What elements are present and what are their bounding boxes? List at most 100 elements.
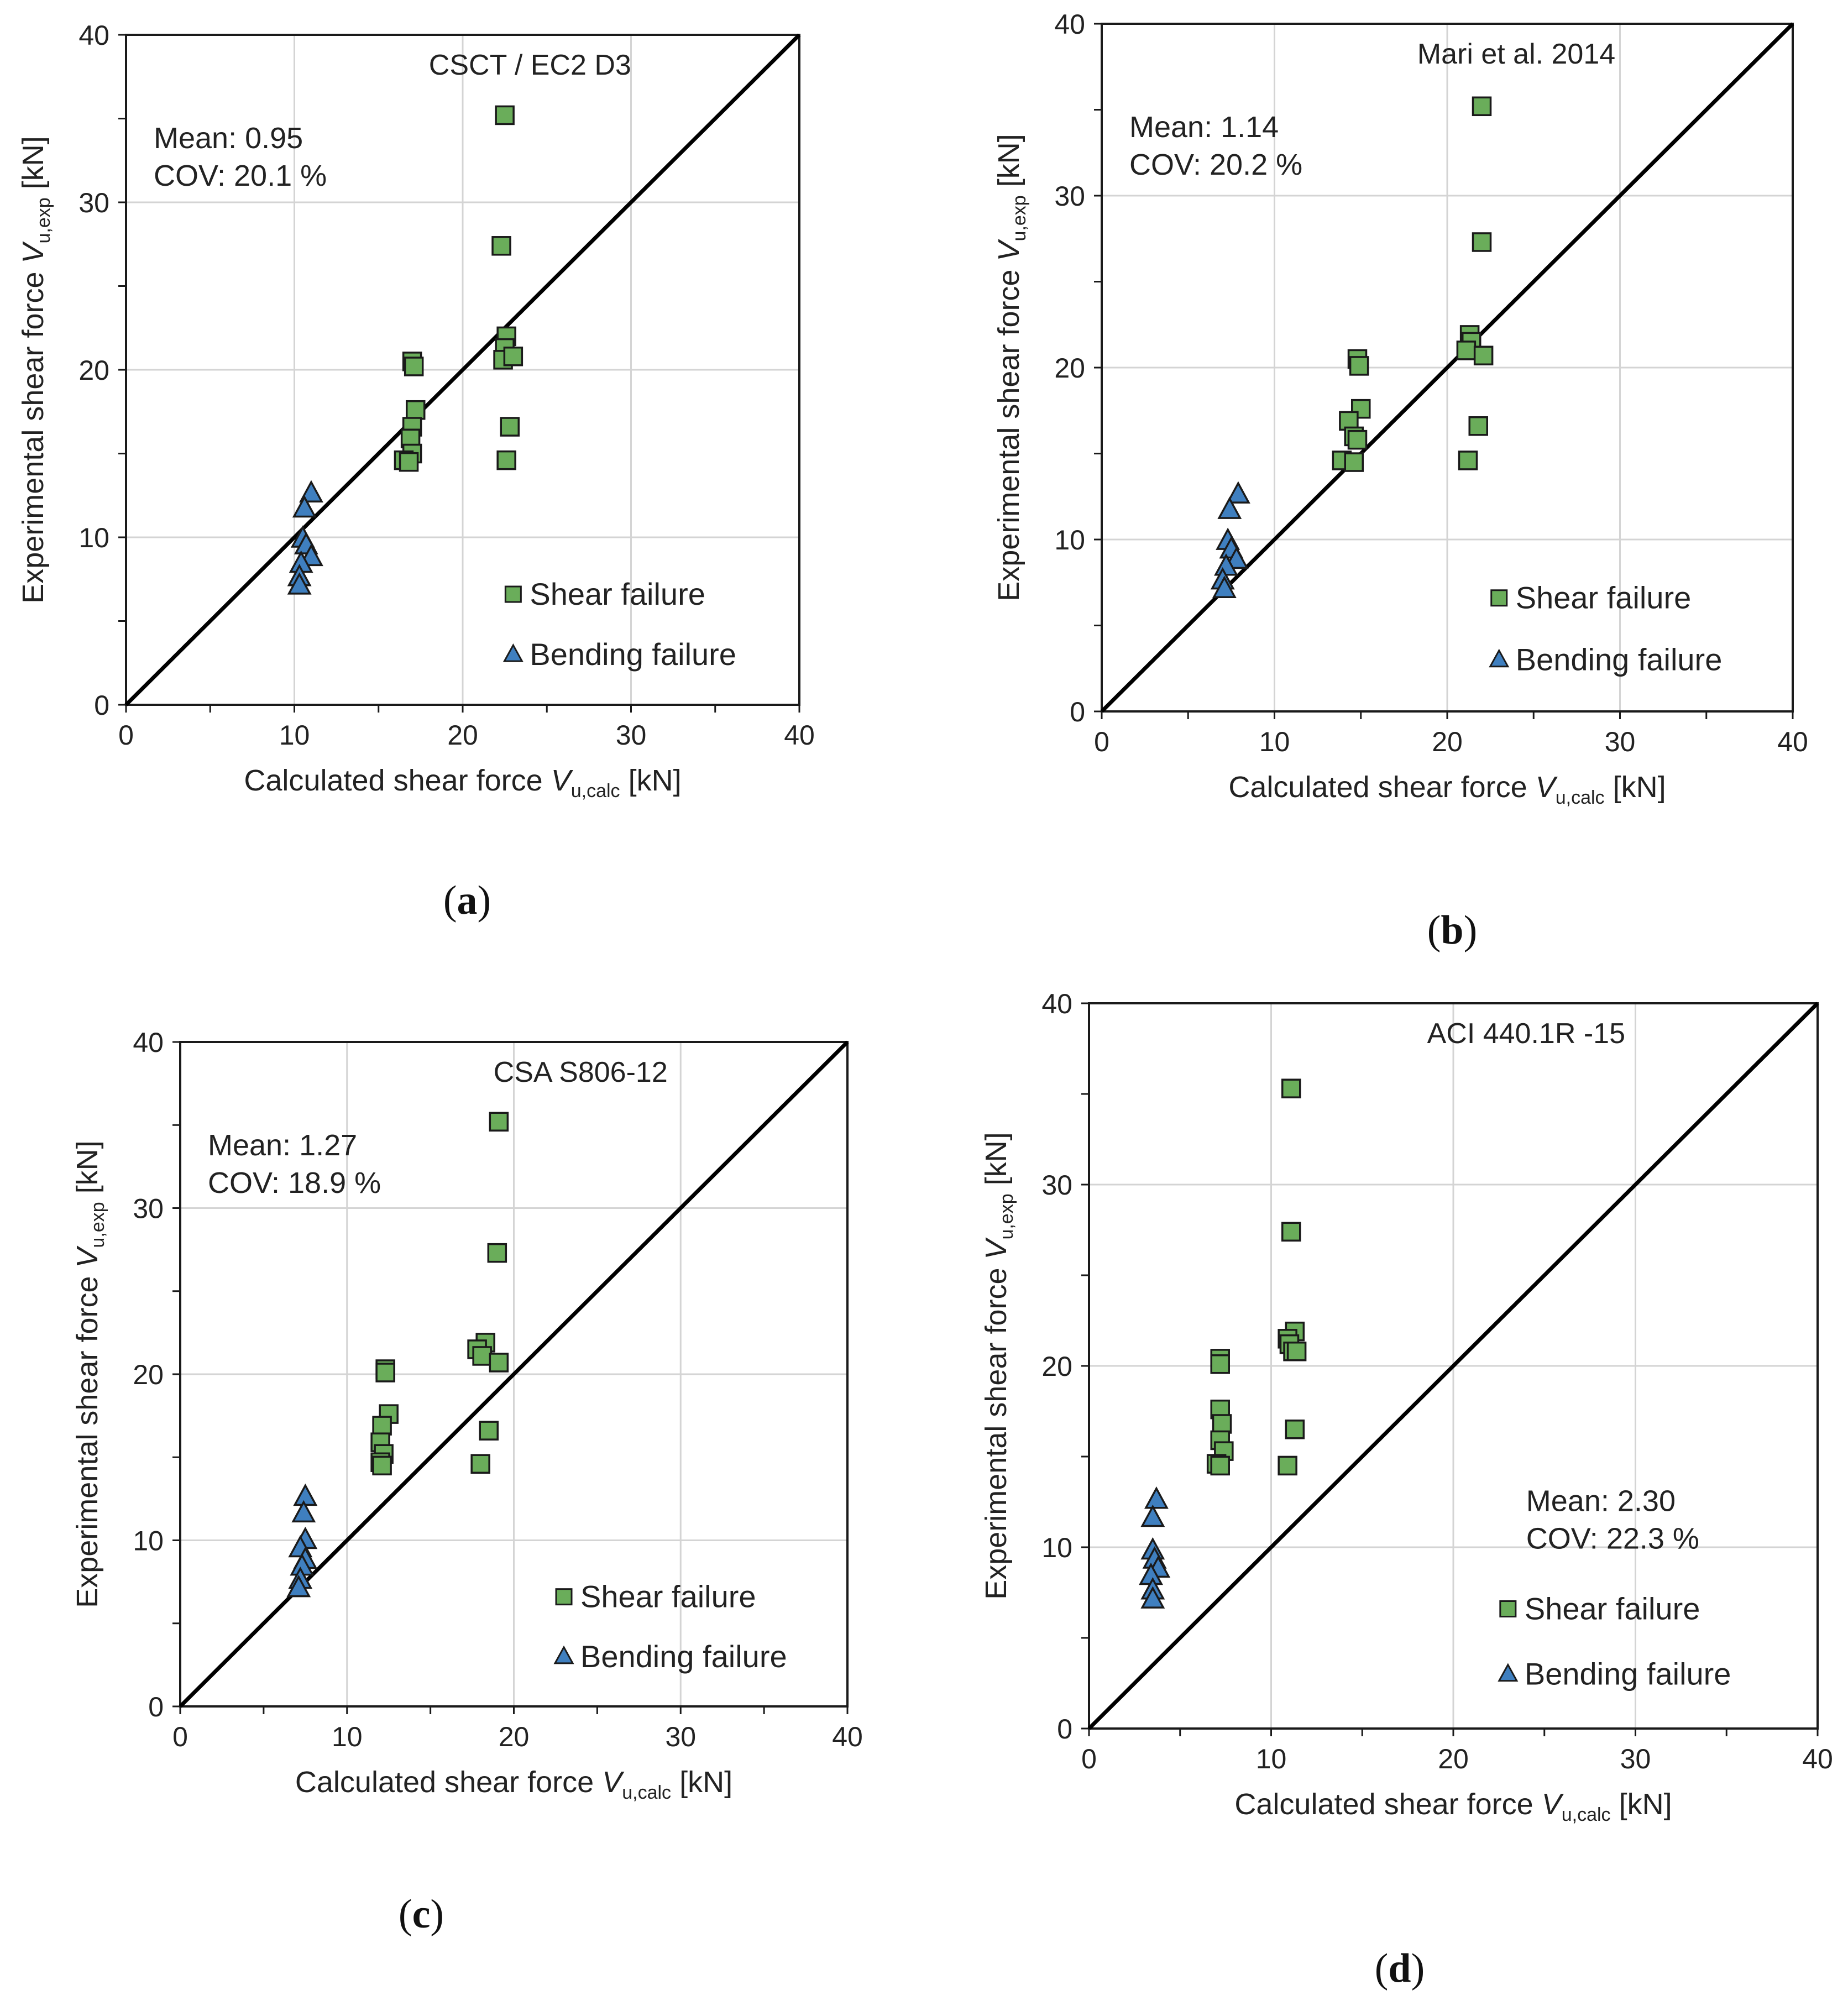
x-tick-label: 20 [447,720,478,751]
y-tick-label: 40 [1041,988,1072,1019]
shear-failure-point [375,1363,395,1382]
chart-title: CSCT / EC2 D3 [429,49,631,81]
reference-line [1087,1002,1819,1730]
plot-frame [125,34,800,706]
x-tick-label: 10 [279,720,310,751]
x-tick-label: 10 [1256,1743,1287,1774]
x-tick-label: 10 [332,1721,363,1752]
shear-failure-point [1349,356,1369,376]
chart-title: CSA S806-12 [494,1056,668,1088]
y-axis-label: Experimental shear force Vu,exp [kN] [980,1132,1017,1600]
chart-title: Mari et al. 2014 [1417,38,1615,70]
legend-bending-label: Bending failure [530,637,736,672]
y-tick-label: 0 [1057,1714,1072,1745]
panel-c: 00 10 10 20 20 30 30 40 40 Calculated shear force… [71,1027,863,1937]
x-tick-label: 30 [665,1721,696,1752]
x-tick-label: 40 [1802,1743,1833,1774]
y-tick-label: 30 [1054,181,1085,212]
shear-failure-point [405,400,426,420]
legend-shear-label: Shear failure [1525,1591,1700,1626]
legend-bending-marker [1489,648,1510,668]
legend-bending-label: Bending failure [580,1639,787,1674]
bending-failure-point [299,480,323,502]
x-tick-label: 40 [1777,726,1808,757]
legend-bending-marker [1498,1663,1519,1682]
y-tick-label: 10 [1041,1532,1072,1563]
shear-failure-point [1468,416,1488,436]
shear-failure-point [372,1416,392,1436]
x-axis-label: Calculated shear force Vu,calc [kN] [1228,771,1666,808]
y-tick-label: 10 [78,522,109,553]
y-tick-label: 40 [133,1027,164,1058]
y-tick-label: 30 [78,187,109,218]
shear-failure-point [1472,232,1492,252]
bending-failure-point [1226,481,1250,504]
x-axis-label: Calculated shear force Vu,calc [kN] [244,764,681,802]
x-axis-label: Calculated shear force Vu,calc [kN] [295,1766,732,1803]
legend-bending-marker [502,643,523,662]
x-axis-label: Calculated shear force Vu,calc [kN] [1234,1788,1672,1825]
x-tick-label: 0 [1094,726,1109,757]
shear-failure-point [1210,1354,1230,1374]
shear-failure-point [489,1353,509,1373]
legend-shear-label: Shear failure [1516,580,1692,615]
x-tick-label: 40 [784,720,815,751]
x-tick-label: 30 [616,720,647,751]
bending-failure-point [291,1500,316,1523]
shear-failure-point [1472,96,1492,117]
y-tick-label: 30 [1041,1170,1072,1201]
y-tick-label: 0 [94,690,109,721]
shear-failure-point [489,1112,509,1132]
bending-failure-point [293,1483,318,1506]
shear-failure-point [1285,1420,1305,1439]
bending-failure-point [286,1574,311,1598]
shear-failure-point [470,1454,490,1474]
legend-bending-label: Bending failure [1525,1657,1731,1691]
shear-failure-point [491,236,511,256]
shear-failure-point [479,1421,499,1441]
legend-shear-marker [1499,1600,1517,1618]
bending-failure-point [287,572,312,595]
stats-cov: COV: 20.2 % [1129,148,1302,181]
x-tick-label: 20 [1432,726,1463,757]
shear-failure-point [496,450,516,470]
shear-failure-point [472,1346,492,1366]
panel-caption: (b) [1427,908,1477,953]
legend-shear-label: Shear failure [580,1579,756,1614]
panel-a: 00 10 10 20 20 30 30 40 40 Calculated shear force… [17,20,815,923]
y-tick-label: 0 [1070,696,1085,727]
legend-shear-marker [555,1588,573,1606]
shear-failure-point [1344,452,1364,472]
shear-failure-point [487,1243,507,1263]
legend-bending-marker [553,1645,574,1664]
stats-cov: COV: 20.1 % [154,159,327,192]
shear-failure-point [404,357,424,376]
y-tick-label: 20 [133,1359,164,1390]
y-axis-label: Experimental shear force Vu,exp [kN] [17,136,54,604]
bending-failure-point [1140,1586,1165,1609]
shear-failure-point [1458,451,1478,470]
shear-failure-point [372,1455,392,1476]
x-tick-label: 10 [1259,726,1290,757]
shear-failure-point [1212,1414,1232,1434]
y-tick-label: 40 [1054,9,1085,40]
panel-caption: (d) [1375,1946,1425,1991]
y-tick-label: 10 [1054,525,1085,556]
chart-title: ACI 440.1R -15 [1427,1018,1625,1050]
shear-failure-point [503,347,523,366]
plot-frame [1088,1002,1819,1730]
x-tick-label: 0 [172,1721,188,1752]
y-axis-label: Experimental shear force Vu,exp [kN] [71,1140,108,1608]
stats-mean: Mean: 1.27 [208,1129,357,1162]
legend-bending-label: Bending failure [1516,642,1723,677]
bending-failure-point [1140,1504,1165,1527]
y-tick-label: 30 [133,1193,164,1224]
y-axis-label: Experimental shear force Vu,exp [kN] [992,134,1030,601]
y-tick-label: 10 [133,1526,164,1557]
panel-b: 00 10 10 20 20 30 30 40 40 Calculated shear force… [992,9,1808,953]
shear-failure-point [1286,1342,1307,1361]
panel-caption: (c) [399,1892,444,1937]
y-tick-label: 20 [1041,1351,1072,1382]
x-tick-label: 30 [1605,726,1636,757]
